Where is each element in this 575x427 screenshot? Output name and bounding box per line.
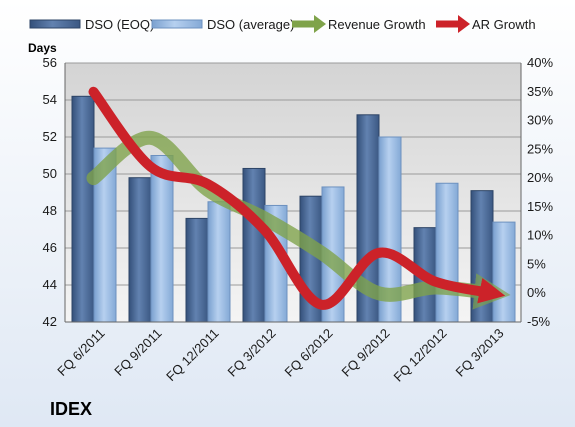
left-tick-label: 52: [43, 129, 57, 144]
ticker-label: IDEX: [50, 399, 92, 419]
bar-dso-average: [207, 201, 231, 323]
right-tick-label: 30%: [527, 113, 553, 128]
bar-dso-eoq: [242, 167, 266, 323]
line-ar-growth: [88, 86, 506, 310]
bar-dso-eoq: [185, 217, 209, 323]
right-tick-label: 25%: [527, 141, 553, 156]
bar-dso-eoq: [71, 95, 95, 323]
right-tick-label: 35%: [527, 84, 553, 99]
bar-dso-average: [492, 221, 516, 323]
legend: DSO (EOQ) DSO (average) Revenue Growth AR G…: [29, 15, 536, 33]
legend-dso-eoq-label: DSO (EOQ): [85, 17, 154, 32]
right-tick-label: 40%: [527, 55, 553, 70]
legend-ar-growth-arrow: [458, 15, 470, 33]
left-tick-label: 56: [43, 55, 57, 70]
legend-ar-growth-label: AR Growth: [472, 17, 536, 32]
legend-dso-average-swatch: [151, 19, 203, 29]
legend-revenue-growth-arrow: [314, 15, 326, 33]
left-axis-label: Days: [28, 41, 57, 55]
right-tick-label: -5%: [527, 314, 551, 329]
legend-dso-eoq-swatch: [29, 19, 81, 29]
bar-dso-average: [435, 182, 459, 323]
bar-dso-eoq: [128, 177, 152, 323]
left-tick-label: 46: [43, 240, 57, 255]
bar-dso-eoq: [470, 190, 494, 323]
left-tick-label: 54: [43, 92, 57, 107]
growth-lines: [86, 86, 511, 310]
line-revenue-growth: [86, 130, 511, 310]
left-tick-label: 44: [43, 277, 57, 292]
right-tick-label: 0%: [527, 285, 546, 300]
left-tick-label: 50: [43, 166, 57, 181]
right-tick-label: 15%: [527, 199, 553, 214]
right-tick-label: 20%: [527, 170, 553, 185]
right-tick-label: 10%: [527, 228, 553, 243]
right-tick-label: 5%: [527, 256, 546, 271]
legend-revenue-growth-label: Revenue Growth: [328, 17, 426, 32]
legend-dso-average-label: DSO (average): [207, 17, 294, 32]
left-tick-label: 42: [43, 314, 57, 329]
left-tick-label: 48: [43, 203, 57, 218]
